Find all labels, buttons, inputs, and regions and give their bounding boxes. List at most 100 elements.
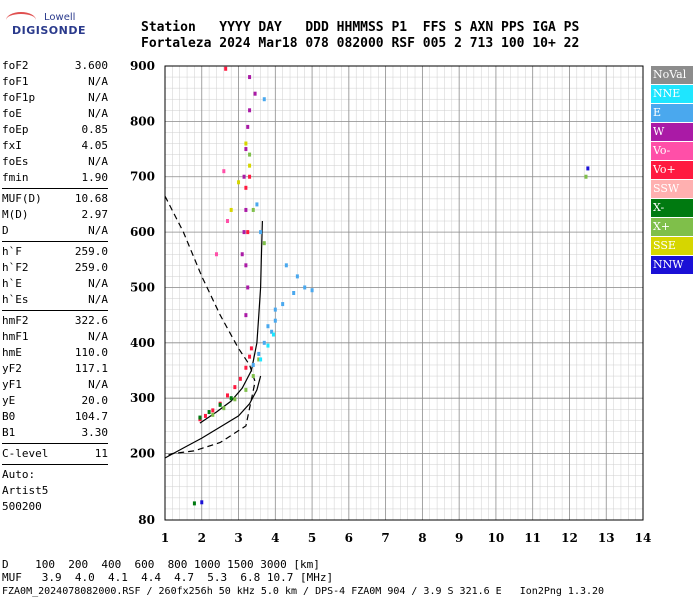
echo-point: [273, 307, 277, 312]
param-value: N/A: [88, 155, 108, 168]
param-row: B0 104.7: [2, 409, 108, 425]
echo-point: [253, 91, 257, 96]
legend-item: NNE: [651, 85, 693, 103]
echo-point: [284, 263, 288, 268]
profile-curve: [164, 375, 262, 459]
footer-muf-line: MUF 3.9 4.0 4.1 4.4 4.7 5.3 6.8 10.7 [MH…: [2, 571, 334, 584]
param-value: N/A: [88, 224, 108, 237]
echo-point: [211, 412, 215, 417]
echo-point: [244, 147, 248, 152]
echo-point: [244, 387, 248, 392]
echo-point: [262, 241, 266, 246]
echo-point: [251, 207, 255, 212]
autoscaling-line: 500200: [2, 500, 42, 513]
echo-point: [248, 75, 252, 80]
x-tick-label: 11: [524, 531, 541, 545]
param-name: foEp: [2, 123, 29, 136]
param-row: C-level 11: [2, 446, 108, 462]
param-row: hmF1 N/A: [2, 329, 108, 345]
echo-point: [233, 397, 237, 402]
echo-point: [240, 252, 244, 257]
logo-top-text: Lowell: [44, 12, 76, 23]
param-name: foF1p: [2, 91, 36, 104]
x-tick-label: 7: [381, 531, 389, 545]
param-row: h`F 259.0: [2, 244, 108, 260]
logo-main-text: DIGISONDE: [12, 24, 86, 37]
param-row: M(D) 2.97: [2, 207, 108, 223]
param-value: 117.1: [74, 362, 108, 375]
param-name: foE: [2, 107, 22, 120]
legend-item: X-: [651, 199, 693, 217]
x-tick-label: 1: [161, 531, 169, 545]
param-name: hmF2: [2, 314, 29, 327]
param-name: fmin: [2, 171, 29, 184]
autoscaling-line: Auto:: [2, 468, 36, 481]
echo-point: [248, 354, 252, 359]
param-row: h`F2 259.0: [2, 260, 108, 276]
legend-item: SSE: [651, 237, 693, 255]
profile-curve: [164, 195, 256, 457]
param-row: foE N/A: [2, 106, 108, 122]
param-row: yE 20.0: [2, 393, 108, 409]
echo-point: [248, 174, 252, 179]
legend-item: NoVal: [651, 66, 693, 84]
echo-point: [244, 263, 248, 268]
x-tick-label: 2: [198, 531, 206, 545]
echo-point: [244, 365, 248, 370]
footer-info-line: FZA0M_2024078082000.RSF / 260fx256h 50 k…: [2, 586, 605, 597]
logo-arc: [6, 12, 36, 28]
param-value: 20.0: [81, 394, 109, 407]
param-name: hmE: [2, 346, 22, 359]
param-value: 259.0: [74, 245, 108, 258]
echo-point: [218, 402, 222, 407]
param-name: yF1: [2, 378, 22, 391]
legend-item: Vo+: [651, 161, 693, 179]
param-value: 10.68: [74, 192, 108, 205]
echo-point: [229, 396, 233, 401]
param-name: hmF1: [2, 330, 29, 343]
param-value: 110.0: [74, 346, 108, 359]
echo-point: [198, 415, 202, 420]
x-tick-label: 6: [345, 531, 353, 545]
echo-point: [229, 207, 233, 212]
y-tick-label: 900: [130, 59, 155, 73]
param-row: h`Es N/A: [2, 292, 108, 308]
param-value: 322.6: [74, 314, 108, 327]
echo-point: [270, 329, 274, 334]
param-row: fxI 4.05: [2, 138, 108, 154]
x-tick-label: 9: [455, 531, 463, 545]
param-separator: [2, 241, 108, 242]
digisonde-logo: Lowell DIGISONDE: [4, 12, 85, 38]
echo-point: [292, 291, 296, 295]
echo-point: [207, 410, 211, 415]
param-row: foF2 3.600: [2, 58, 108, 74]
param-value: 4.05: [81, 139, 109, 152]
param-separator: [2, 310, 108, 311]
echo-point: [203, 413, 207, 418]
echo-point: [246, 124, 250, 129]
echo-point: [310, 288, 314, 293]
echo-point: [273, 318, 277, 323]
echo-point: [200, 500, 204, 505]
param-name: h`Es: [2, 293, 29, 306]
x-tick-label: 12: [561, 531, 578, 545]
param-value: N/A: [88, 107, 108, 120]
param-value: N/A: [88, 378, 108, 391]
echo-point: [257, 351, 261, 356]
param-name: h`F: [2, 245, 22, 258]
echo-point: [262, 97, 266, 102]
echo-point: [222, 406, 226, 411]
param-value: 1.90: [81, 171, 109, 184]
param-separator: [2, 188, 108, 189]
param-row: MUF(D) 10.68: [2, 191, 108, 207]
x-tick-label: 5: [308, 531, 316, 545]
echo-point: [249, 346, 253, 351]
x-tick-label: 8: [418, 531, 426, 545]
x-tick-label: 3: [234, 531, 242, 545]
x-tick-label: 10: [488, 531, 505, 545]
param-name: B1: [2, 426, 16, 439]
x-tick-label: 14: [635, 531, 652, 545]
parameter-panel: foF2 3.600 foF1 N/A foF1p N/A foE N/A foEp 0.85 fx…: [2, 58, 108, 515]
y-tick-label: 400: [130, 336, 155, 350]
